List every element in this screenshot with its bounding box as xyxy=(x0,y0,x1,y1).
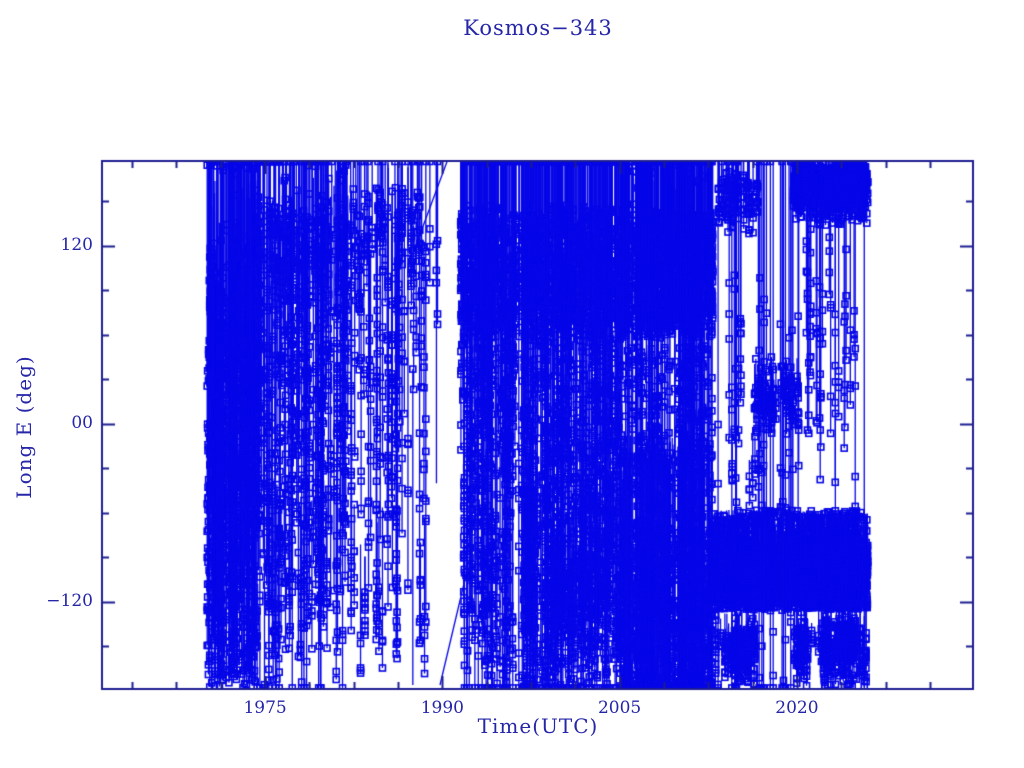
y-tick-label-00: 00 xyxy=(71,412,93,433)
x-tick-label-2005: 2005 xyxy=(597,698,642,718)
y-tick-label-−120: −120 xyxy=(46,590,93,611)
x-axis-label: Time(UTC) xyxy=(477,714,599,738)
x-tick-label-2020: 2020 xyxy=(775,698,819,718)
x-tick-label-1975: 1975 xyxy=(243,698,287,718)
chart-title: Kosmos−343 xyxy=(463,16,613,40)
x-tick-label-1990: 1990 xyxy=(420,698,464,718)
y-tick-label-120: 120 xyxy=(60,234,93,255)
